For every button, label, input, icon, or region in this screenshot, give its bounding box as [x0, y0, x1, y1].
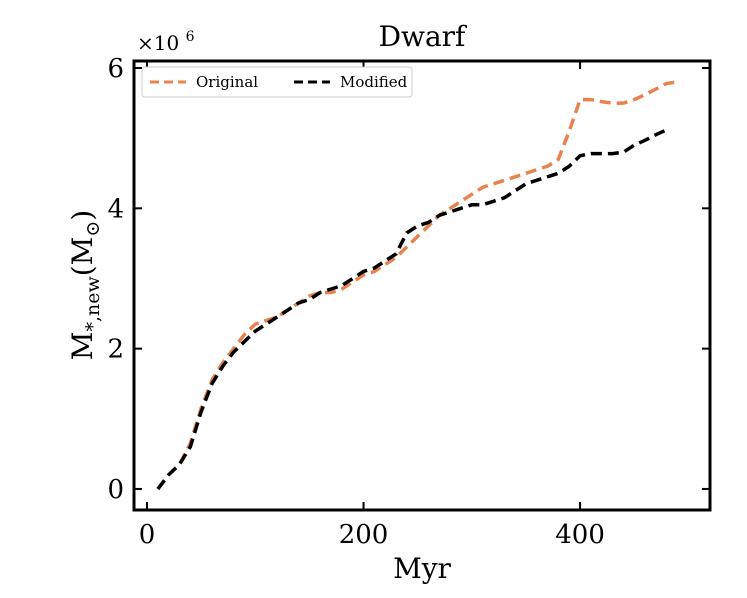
x-axis-label: Myr	[393, 552, 451, 585]
y-label-base: M	[66, 332, 99, 361]
x-tick-label: 400	[555, 520, 605, 550]
legend-box	[141, 66, 413, 98]
ticks-layer: 0 200 400 0 2 4 6	[107, 54, 710, 550]
legend: Original Modified	[141, 66, 413, 98]
plot-area: 0 200 400 0 2 4 6	[107, 54, 712, 550]
series-line-original	[156, 80, 678, 491]
y-scale-multiplier: ×10 6	[137, 29, 195, 55]
y-tick-label: 6	[107, 54, 124, 84]
series-line-modified	[156, 128, 668, 491]
y-label-unit-close: )	[66, 210, 99, 221]
legend-label-modified: Modified	[340, 73, 408, 91]
chart-title: Dwarf	[379, 20, 468, 53]
y-axis-label: M*,new(M⊙)	[66, 210, 104, 360]
x-tick-label: 0	[139, 520, 156, 550]
y-scale-exponent: 6	[186, 29, 195, 45]
y-scale-base: ×10	[137, 31, 179, 55]
y-label-unit-base: (M	[66, 237, 99, 277]
y-tick-label: 2	[107, 335, 124, 365]
y-label-subscript: *,new	[82, 276, 104, 332]
plot-frame	[132, 59, 712, 512]
y-tick-label: 4	[107, 194, 124, 224]
series-layer	[156, 80, 678, 491]
y-label-unit-subscript: ⊙	[82, 221, 104, 237]
y-tick-label: 0	[107, 475, 124, 505]
legend-label-original: Original	[196, 73, 258, 91]
x-tick-label: 200	[339, 520, 389, 550]
